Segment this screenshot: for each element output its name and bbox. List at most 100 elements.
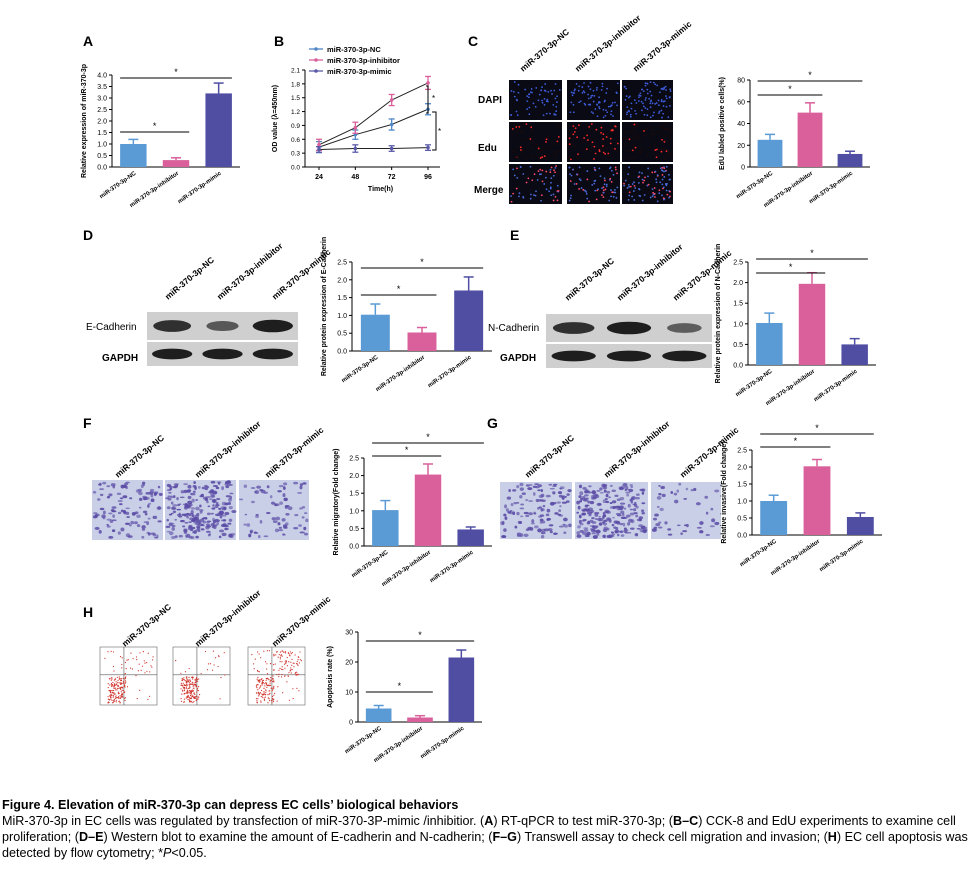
event-dot [286,665,288,667]
cell-blob [190,492,196,496]
cell-dot [609,142,612,145]
cell-dot [587,103,590,106]
cell-dot [628,191,631,194]
cell-dot [644,133,647,136]
cell-dot [577,157,580,160]
cell-dot [600,131,602,134]
cell-dot [639,195,642,197]
cell-dot [654,103,657,105]
cell-blob [545,513,550,517]
cell-dot [656,84,659,87]
cell-dot [647,183,650,186]
cell-blob [152,515,158,519]
cell-blob [595,529,601,534]
cell-blob [138,506,142,509]
cell-blob [183,483,189,486]
cell-blob [611,533,616,536]
cell-dot [533,194,535,196]
cell-dot [661,183,664,186]
cell-blob [632,508,637,512]
cell-blob [629,483,633,487]
event-dot [139,652,141,654]
cell-blob [215,504,220,507]
cell-blob [205,523,211,526]
cell-dot [641,178,644,181]
cell-blob [616,520,621,525]
event-dot [185,686,187,688]
cell-dot [612,195,615,198]
cell-dot [628,166,631,169]
cell-dot [515,110,518,113]
cell-blob [201,517,205,520]
cell-dot [583,189,586,192]
cell-blob [277,522,281,526]
event-dot [291,668,293,671]
event-dot [136,659,138,661]
cell-blob [111,529,116,533]
cell-dot [594,179,597,182]
cell-blob [630,486,634,488]
event-dot [273,653,275,655]
event-dot [272,678,275,680]
cell-blob [212,490,218,495]
cell-blob [629,527,635,530]
group-column-label: miR-370-3p-inhibitor [193,587,263,648]
cell-blob [141,481,146,485]
event-dot [263,697,265,699]
cell-dot [602,186,605,189]
event-dot [187,698,189,700]
significance-star: * [810,248,814,258]
cell-blob [558,494,563,498]
cell-dot [511,127,514,130]
event-dot [181,679,184,682]
group-column-label: miR-370-3p-NC [113,433,166,480]
cell-dot [661,194,663,197]
cell-dot [536,179,539,181]
event-dot [115,699,117,701]
cell-blob [106,485,111,488]
event-dot [296,687,298,689]
event-dot [117,679,119,682]
cell-blob [664,521,668,525]
cell-dot [545,170,548,173]
cell-blob [629,508,633,511]
cell-dot [520,131,523,134]
cell-blob [255,515,260,519]
event-dot [144,672,146,674]
cell-dot [639,94,642,97]
event-dot [120,682,122,684]
cell-blob [624,527,627,530]
cell-blob [505,508,510,512]
event-dot [262,679,265,681]
cell-dot [510,90,513,92]
event-dot [197,690,199,692]
cell-blob [547,528,553,532]
cell-blob [658,484,661,487]
y-tick-label: 1.0 [737,499,747,506]
cell-blob [179,496,185,499]
cell-dot [595,198,598,201]
event-dot [112,681,114,684]
cell-dot [627,149,630,151]
cell-blob [591,516,595,520]
bar [757,139,783,167]
event-dot [260,657,262,659]
cell-dot [610,189,612,191]
event-dot [281,673,283,676]
series-line [318,108,429,148]
cell-blob [504,504,508,509]
cell-blob [523,533,529,537]
cell-dot [555,105,558,108]
event-dot [122,677,124,680]
event-dot [267,694,269,696]
cell-dot [589,143,592,146]
cell-blob [592,525,598,530]
cell-dot [633,185,636,187]
y-axis-label: OD value (λ=450nm) [271,85,279,152]
event-dot [190,683,192,685]
cell-blob [176,508,182,511]
cell-blob [183,532,188,535]
cell-dot [646,108,649,111]
cell-dot [593,158,595,160]
cell-dot [522,149,525,152]
